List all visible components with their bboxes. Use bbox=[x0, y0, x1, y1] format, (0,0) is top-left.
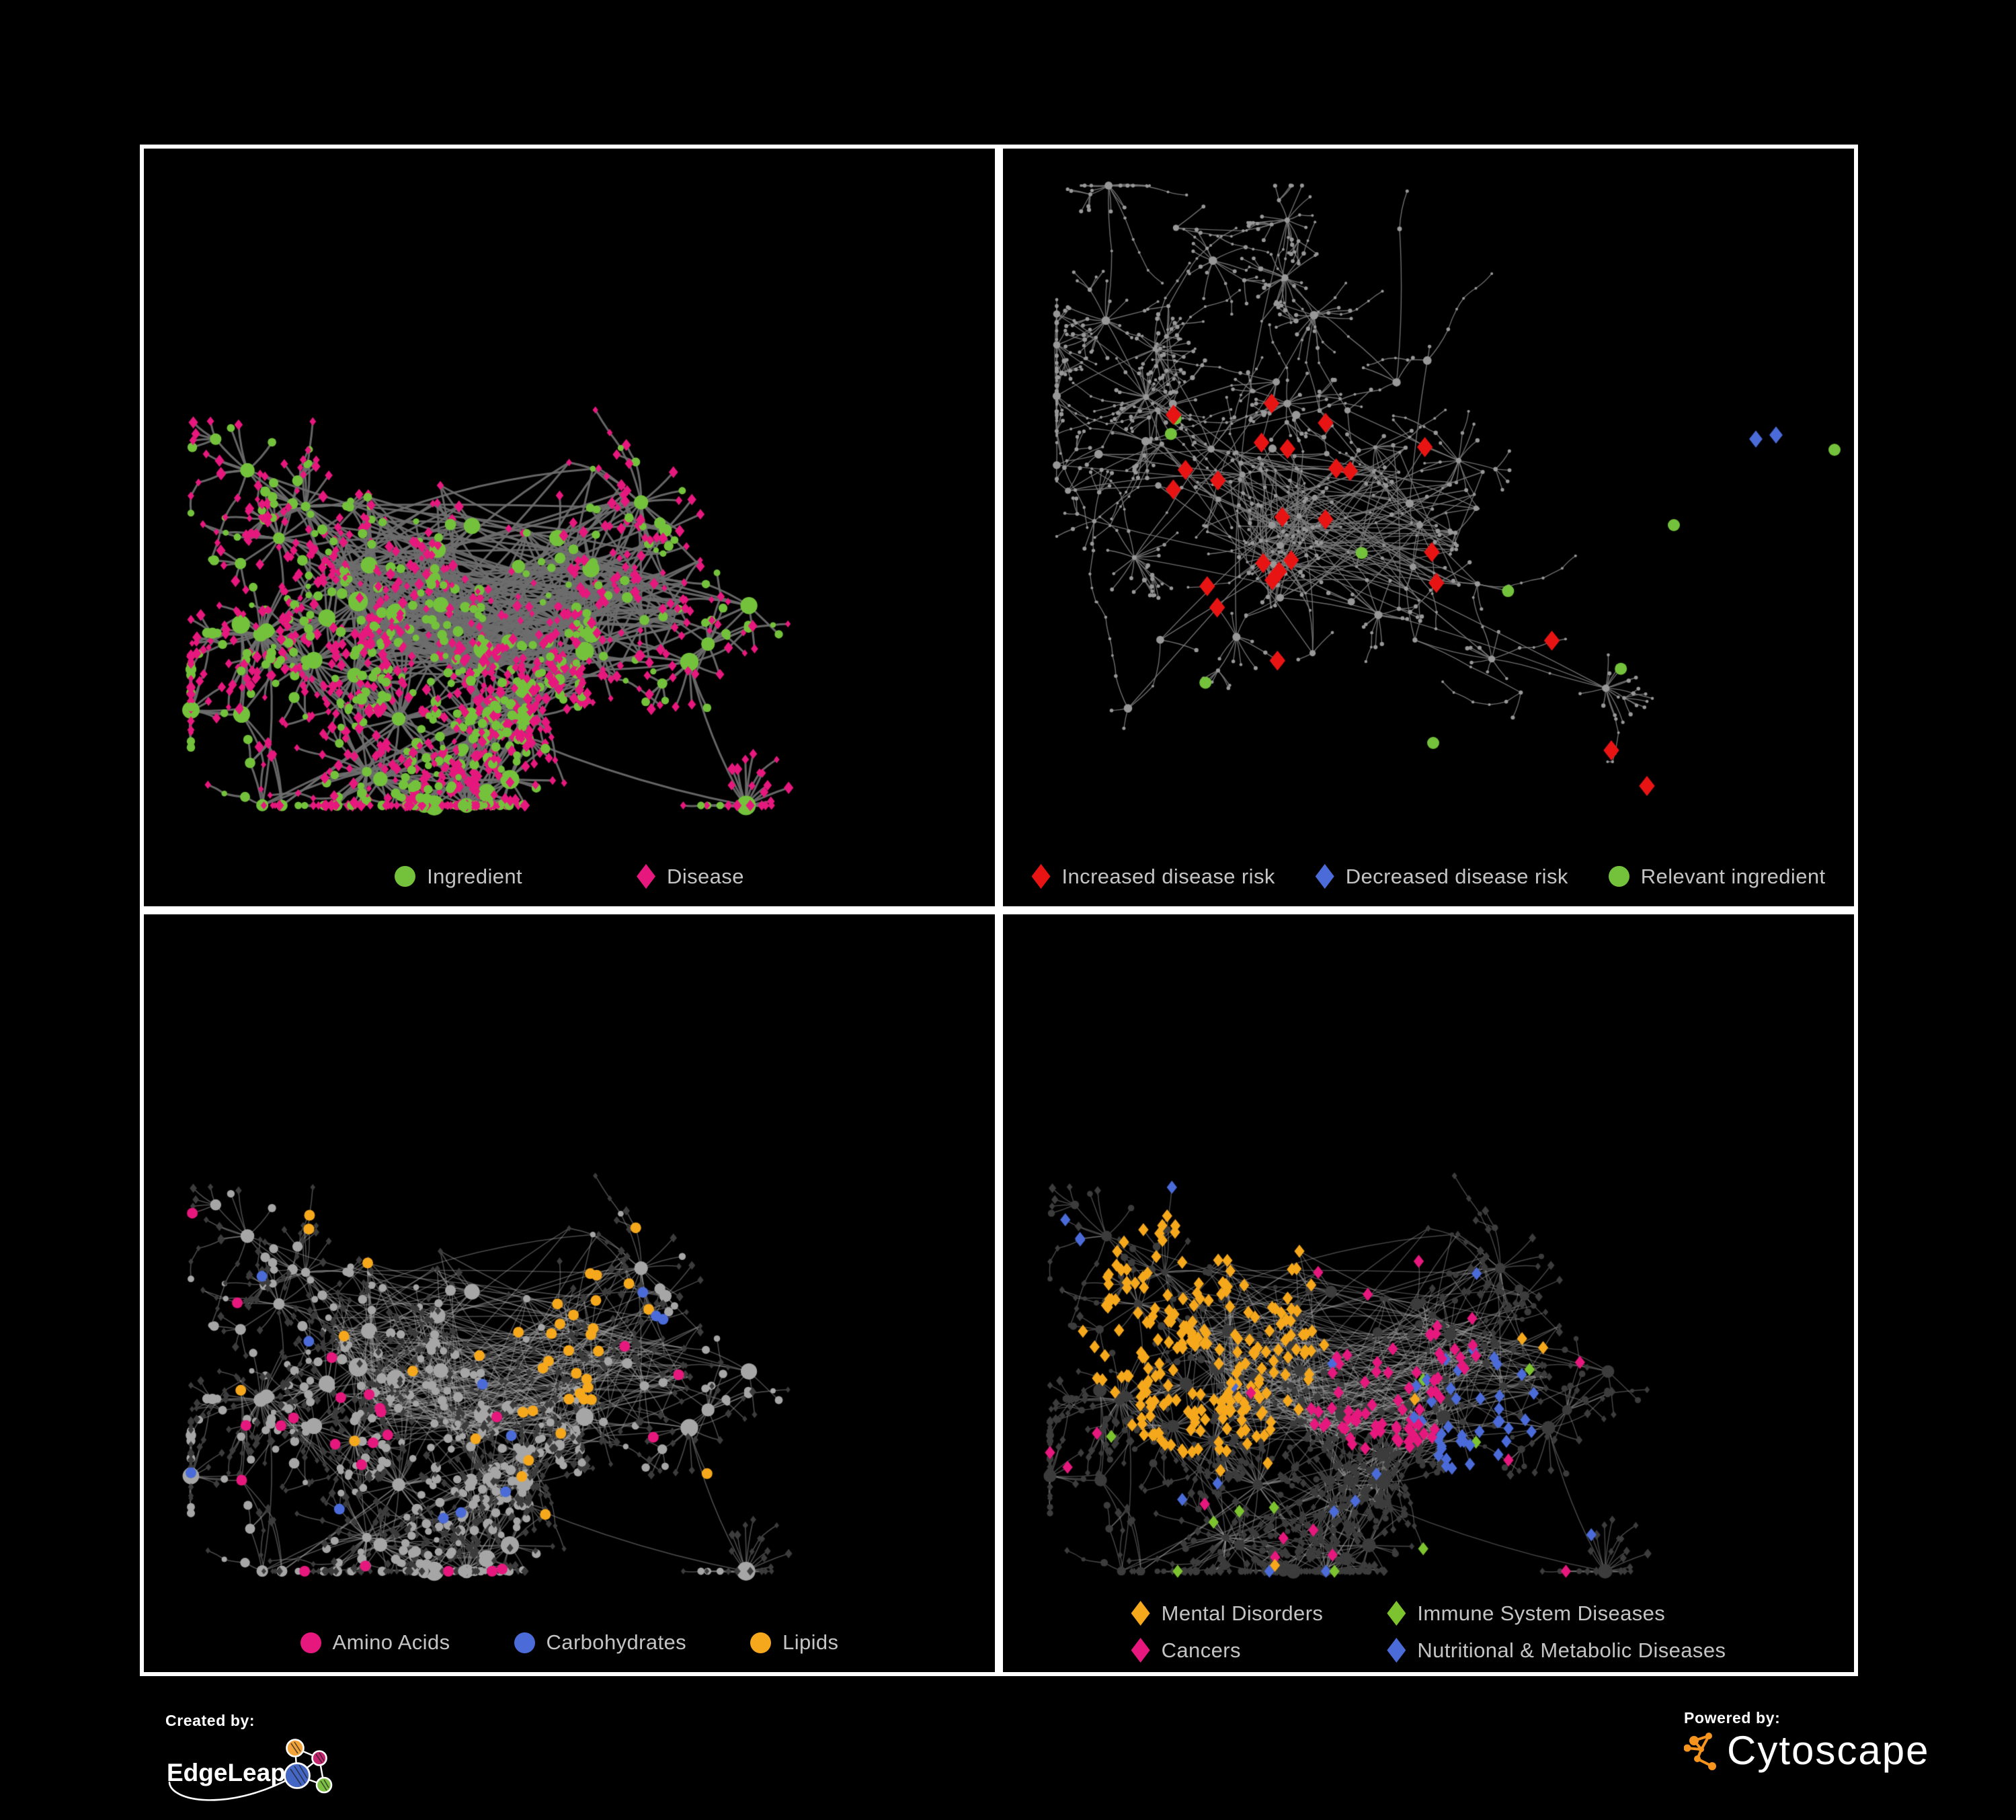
legend-label: Nutritional & Metabolic Diseases bbox=[1417, 1638, 1726, 1662]
legend-item: Cancers bbox=[1131, 1638, 1241, 1663]
edgeleap-branding: Created by: bbox=[165, 1712, 354, 1817]
legend-item: Disease bbox=[637, 864, 744, 889]
legend-item: Amino Acids bbox=[300, 1630, 450, 1655]
edgeleap-logo-icon: EdgeLeap bbox=[167, 1739, 333, 1801]
legend-item: Carbohydrates bbox=[514, 1630, 687, 1655]
panel-disease-classes: Mental Disorders Immune System Diseases … bbox=[999, 910, 1858, 1676]
legend-label: Increased disease risk bbox=[1061, 864, 1275, 888]
legend-item: Lipids bbox=[750, 1630, 838, 1655]
legend-ingredient-disease: Ingredient Disease bbox=[144, 864, 995, 889]
legend-label: Cancers bbox=[1161, 1638, 1241, 1662]
decreased-risk-marker-icon bbox=[1315, 864, 1334, 889]
legend-label: Carbohydrates bbox=[546, 1630, 687, 1654]
network-canvas-disease-risk bbox=[1003, 149, 1854, 906]
relevant-ingredient-marker-icon bbox=[1608, 866, 1629, 887]
lipids-marker-icon bbox=[750, 1632, 772, 1653]
nutritional-metabolic-marker-icon bbox=[1387, 1638, 1406, 1663]
legend-item: Mental Disorders bbox=[1131, 1601, 1324, 1626]
cytoscape-logo: Cytoscape bbox=[1684, 1729, 1929, 1773]
legend-disease-classes: Mental Disorders Immune System Diseases … bbox=[1003, 1601, 1854, 1663]
powered-by-label: Powered by: bbox=[1684, 1709, 1781, 1727]
disease-marker-icon bbox=[637, 864, 656, 889]
panel-nutrient-classes: Amino Acids Carbohydrates Lipids bbox=[140, 910, 999, 1676]
legend-item: Decreased disease risk bbox=[1315, 864, 1568, 889]
ingredient-marker-icon bbox=[395, 866, 416, 887]
immune-diseases-marker-icon bbox=[1387, 1601, 1406, 1626]
amino-acids-marker-icon bbox=[300, 1632, 321, 1653]
edgeleap-wordmark: EdgeLeap bbox=[167, 1759, 286, 1786]
cytoscape-wordmark: Cytoscape bbox=[1727, 1728, 1930, 1773]
cytoscape-logo-icon bbox=[1684, 1733, 1716, 1770]
legend-label: Lipids bbox=[782, 1630, 839, 1654]
legend-label: Amino Acids bbox=[332, 1630, 450, 1654]
cancers-marker-icon bbox=[1131, 1638, 1150, 1663]
legend-item: Immune System Diseases bbox=[1387, 1601, 1665, 1626]
panel-disease-risk: Increased disease risk Decreased disease… bbox=[999, 145, 1858, 910]
carbohydrates-marker-icon bbox=[514, 1632, 535, 1653]
edgeleap-logo: EdgeLeap bbox=[165, 1734, 354, 1817]
mental-disorders-marker-icon bbox=[1131, 1601, 1150, 1626]
legend-disease-risk: Increased disease risk Decreased disease… bbox=[1003, 864, 1854, 889]
panel-grid: Ingredient Disease Increased disease ris… bbox=[140, 145, 1858, 1676]
legend-item: Relevant ingredient bbox=[1608, 864, 1826, 889]
legend-item: Nutritional & Metabolic Diseases bbox=[1387, 1638, 1726, 1663]
increased-risk-marker-icon bbox=[1031, 864, 1051, 889]
legend-item: Increased disease risk bbox=[1031, 864, 1275, 889]
legend-label: Relevant ingredient bbox=[1640, 864, 1826, 888]
network-canvas-disease-classes bbox=[1003, 914, 1854, 1672]
panel-ingredient-disease: Ingredient Disease bbox=[140, 145, 999, 910]
network-canvas-ingredient-disease bbox=[144, 149, 995, 906]
legend-label: Immune System Diseases bbox=[1417, 1601, 1666, 1625]
legend-label: Decreased disease risk bbox=[1345, 864, 1568, 888]
legend-nutrient-classes: Amino Acids Carbohydrates Lipids bbox=[144, 1630, 995, 1655]
cytoscape-branding: Powered by: Cytoscape bbox=[1684, 1709, 1929, 1773]
legend-label: Ingredient bbox=[427, 864, 523, 888]
network-canvas-nutrient-classes bbox=[144, 914, 995, 1672]
created-by-label: Created by: bbox=[165, 1712, 255, 1729]
legend-label: Disease bbox=[667, 864, 744, 888]
legend-label: Mental Disorders bbox=[1161, 1601, 1324, 1625]
legend-item: Ingredient bbox=[395, 865, 522, 889]
